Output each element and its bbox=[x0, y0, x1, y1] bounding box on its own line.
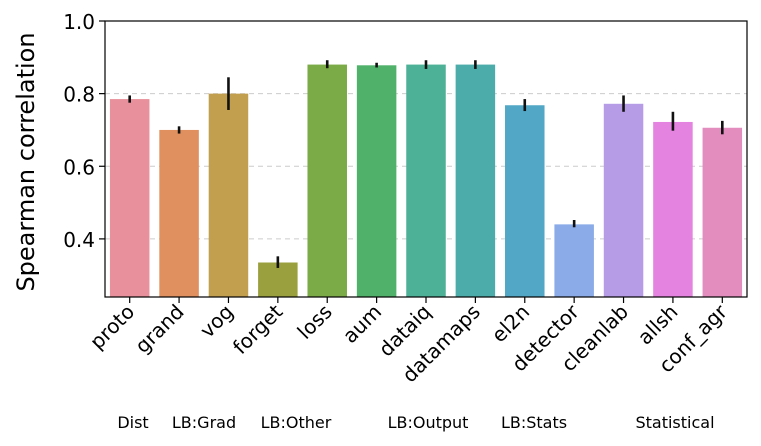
bar-vog bbox=[208, 93, 249, 297]
bar-dataiq bbox=[406, 64, 446, 297]
y-tick-label: 0.8 bbox=[63, 83, 95, 107]
group-labels: Dist LB:Grad LB:Other LB:Output LB:Stats Stat… bbox=[117, 413, 714, 432]
x-tick-label-proto: proto bbox=[85, 300, 139, 354]
group-label: LB:Grad bbox=[172, 413, 236, 432]
x-tick-label-forget: forget bbox=[228, 299, 288, 359]
bar-allsh bbox=[653, 121, 693, 298]
group-label: LB:Stats bbox=[501, 413, 567, 432]
bar-cleanlab bbox=[603, 103, 644, 297]
bars bbox=[109, 64, 743, 298]
bar-forget bbox=[258, 262, 298, 297]
bar-el2n bbox=[505, 105, 545, 298]
error-bars bbox=[128, 60, 724, 268]
group-label: LB:Other bbox=[261, 413, 332, 432]
bar-datamaps bbox=[455, 64, 496, 297]
bar-conf_agr bbox=[702, 127, 743, 297]
bar-aum bbox=[356, 65, 397, 297]
group-label: Dist bbox=[117, 413, 148, 432]
bar-detector bbox=[554, 224, 594, 297]
x-tick-label-grand: grand bbox=[130, 300, 188, 358]
bar-grand bbox=[159, 129, 199, 297]
group-label: Statistical bbox=[635, 413, 714, 432]
y-tick-label: 0.6 bbox=[63, 155, 95, 179]
bar-loss bbox=[307, 64, 347, 297]
y-tick-label: 0.4 bbox=[63, 228, 95, 252]
y-axis-ticks: 0.4 0.6 0.8 1.0 bbox=[63, 10, 105, 252]
y-tick-label: 1.0 bbox=[63, 10, 95, 34]
group-label: LB:Output bbox=[388, 413, 469, 432]
bar-proto bbox=[109, 99, 150, 297]
x-tick-label-loss: loss bbox=[292, 300, 336, 344]
x-tick-label-vog: vog bbox=[195, 300, 238, 343]
y-axis-title: Spearman correlation bbox=[12, 32, 40, 291]
